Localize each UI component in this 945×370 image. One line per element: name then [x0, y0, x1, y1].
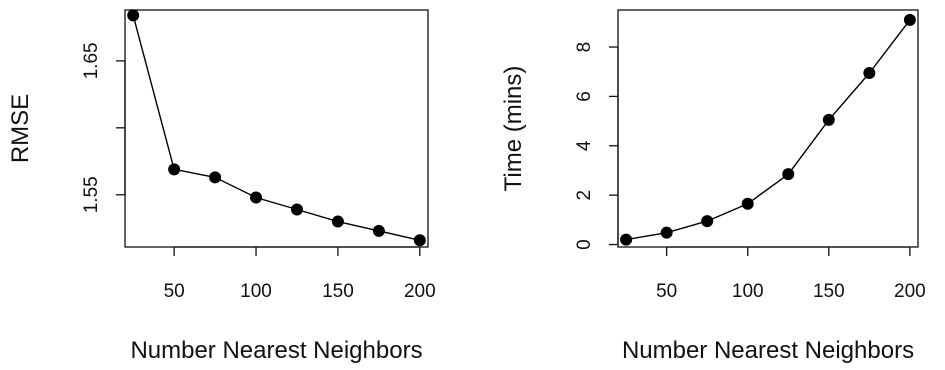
data-point — [660, 226, 673, 239]
data-point — [701, 215, 714, 228]
x-axis-title: Number Nearest Neighbors — [130, 337, 422, 364]
y-axis-title: Time (mins) — [500, 66, 527, 192]
y-tick-label: 8 — [574, 42, 595, 53]
x-tick-label: 50 — [164, 281, 185, 302]
y-tick-label: 1.55 — [81, 176, 102, 213]
series-line — [625, 19, 911, 241]
data-point — [782, 168, 795, 181]
x-tick-label: 100 — [732, 281, 764, 302]
data-point — [331, 215, 344, 228]
data-point — [127, 9, 140, 22]
y-tick-label: 2 — [574, 190, 595, 201]
x-tick-label: 100 — [240, 281, 272, 302]
x-tick-label: 200 — [894, 281, 926, 302]
data-point — [413, 234, 426, 247]
data-point — [209, 171, 222, 184]
y-tick-label: 1.65 — [81, 42, 102, 79]
plot-frame — [617, 9, 919, 248]
data-point — [741, 197, 754, 210]
x-tick-label: 150 — [322, 281, 354, 302]
data-point — [903, 13, 916, 26]
data-point — [620, 233, 633, 246]
data-point — [250, 191, 263, 204]
data-point — [290, 203, 303, 216]
series-line — [132, 15, 420, 241]
y-tick-label: 4 — [574, 140, 595, 151]
data-point — [372, 224, 385, 237]
data-point — [168, 163, 181, 176]
data-point — [822, 113, 835, 126]
chart-panel-right: 50 100 150 200 0 2 4 6 8 Number Nearest Neighbors… — [500, 9, 926, 364]
y-tick-label: 0 — [574, 239, 595, 250]
x-tick-label: 150 — [813, 281, 845, 302]
x-axis-title: Number Nearest Neighbors — [622, 337, 914, 364]
chart-panel-left: 50 100 150 200 1.55 1.65 Number Nearest Neighb… — [7, 9, 436, 364]
x-tick-label: 50 — [656, 281, 677, 302]
y-axis-title: RMSE — [7, 94, 34, 163]
data-point — [863, 66, 876, 79]
y-tick-label: 6 — [574, 91, 595, 102]
plot-frame — [124, 9, 429, 248]
x-tick-label: 200 — [404, 281, 436, 302]
